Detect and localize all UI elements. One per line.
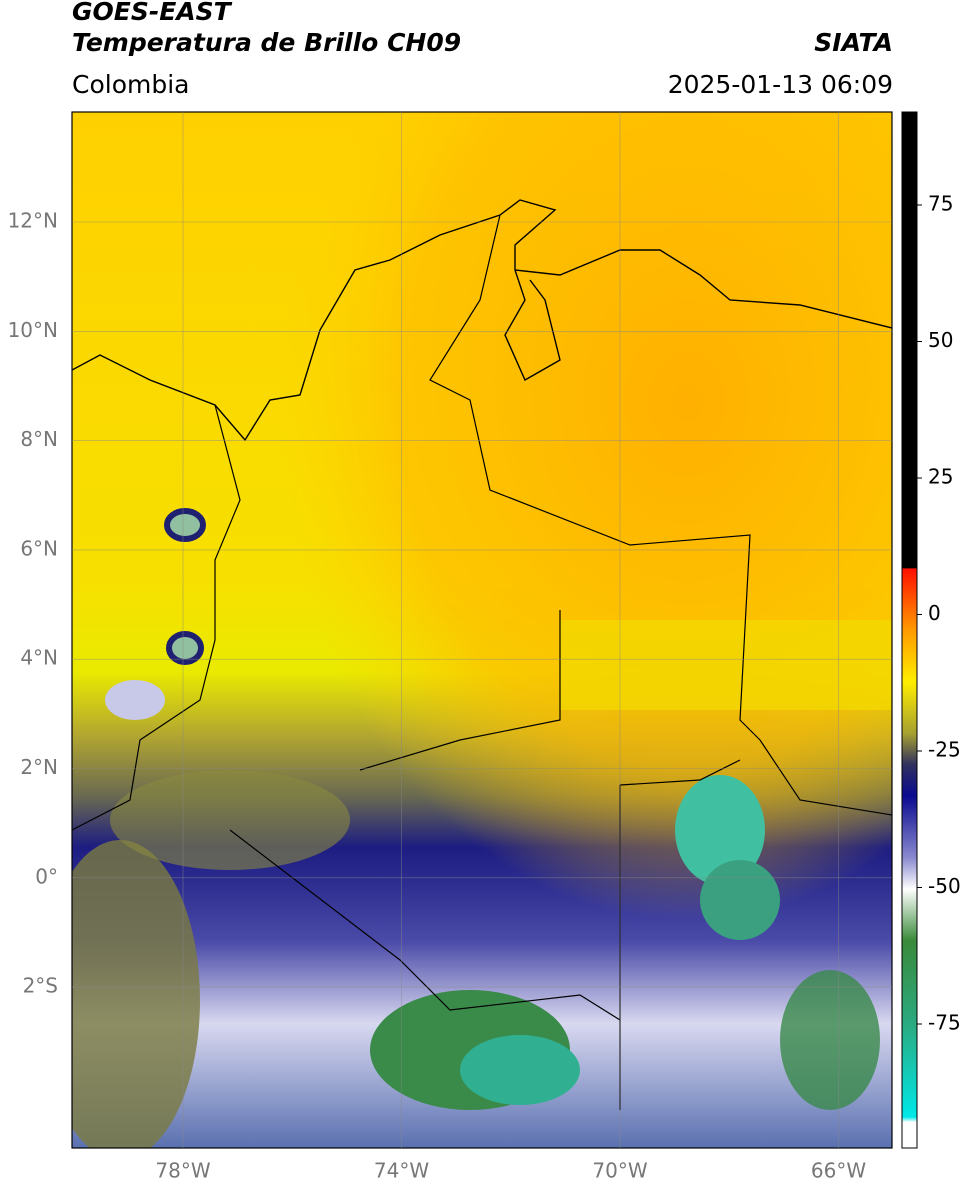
region: Colombia <box>72 70 190 99</box>
lat-label: 2°S <box>23 974 58 998</box>
colorbar-label: 50 <box>928 328 953 352</box>
lat-label: 8°N <box>20 427 58 451</box>
lat-label: 0° <box>35 864 58 888</box>
colorbar-label: -75 <box>928 1011 961 1035</box>
lon-label: 78°W <box>155 1159 210 1183</box>
lat-label: 4°N <box>20 646 58 670</box>
colorbar <box>901 111 918 1149</box>
map-frame <box>71 111 893 1149</box>
colorbar-label: 75 <box>928 192 953 216</box>
lat-label: 12°N <box>8 209 58 233</box>
lat-label: 10°N <box>8 318 58 342</box>
title-satellite: GOES-EAST <box>72 0 231 26</box>
source: SIATA <box>814 28 893 57</box>
colorbar-label: -25 <box>928 738 961 762</box>
title-product: Temperatura de Brillo CH09 <box>72 28 462 57</box>
colorbar-label: 25 <box>928 465 953 489</box>
lat-label: 6°N <box>20 536 58 560</box>
lon-label: 74°W <box>374 1159 429 1183</box>
lon-label: 66°W <box>811 1159 866 1183</box>
colorbar-label: -50 <box>928 874 961 898</box>
colorbar-label: 0 <box>928 601 941 625</box>
datetime: 2025-01-13 06:09 <box>667 70 893 99</box>
lat-label: 2°N <box>20 755 58 779</box>
lon-label: 70°W <box>592 1159 647 1183</box>
satellite-image <box>72 112 892 1148</box>
